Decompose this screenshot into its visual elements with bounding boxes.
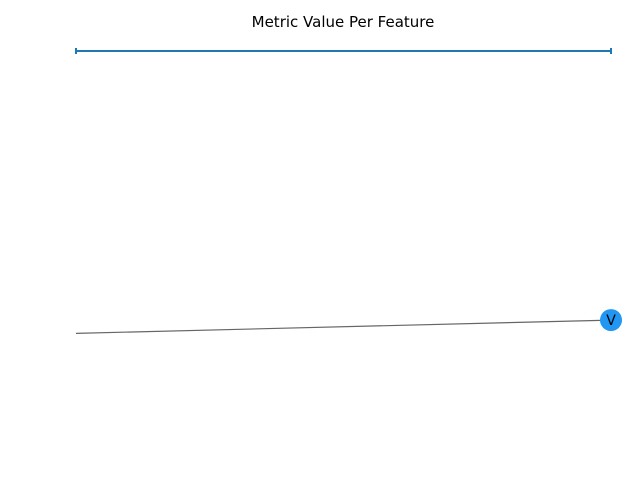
network-node-label-1: V bbox=[606, 313, 616, 329]
network-node-1 bbox=[600, 309, 622, 332]
plot-area: V bbox=[75, 48, 622, 334]
chart-title: Metric Value Per Feature bbox=[252, 13, 435, 31]
network-edge-0 bbox=[75, 319, 612, 334]
